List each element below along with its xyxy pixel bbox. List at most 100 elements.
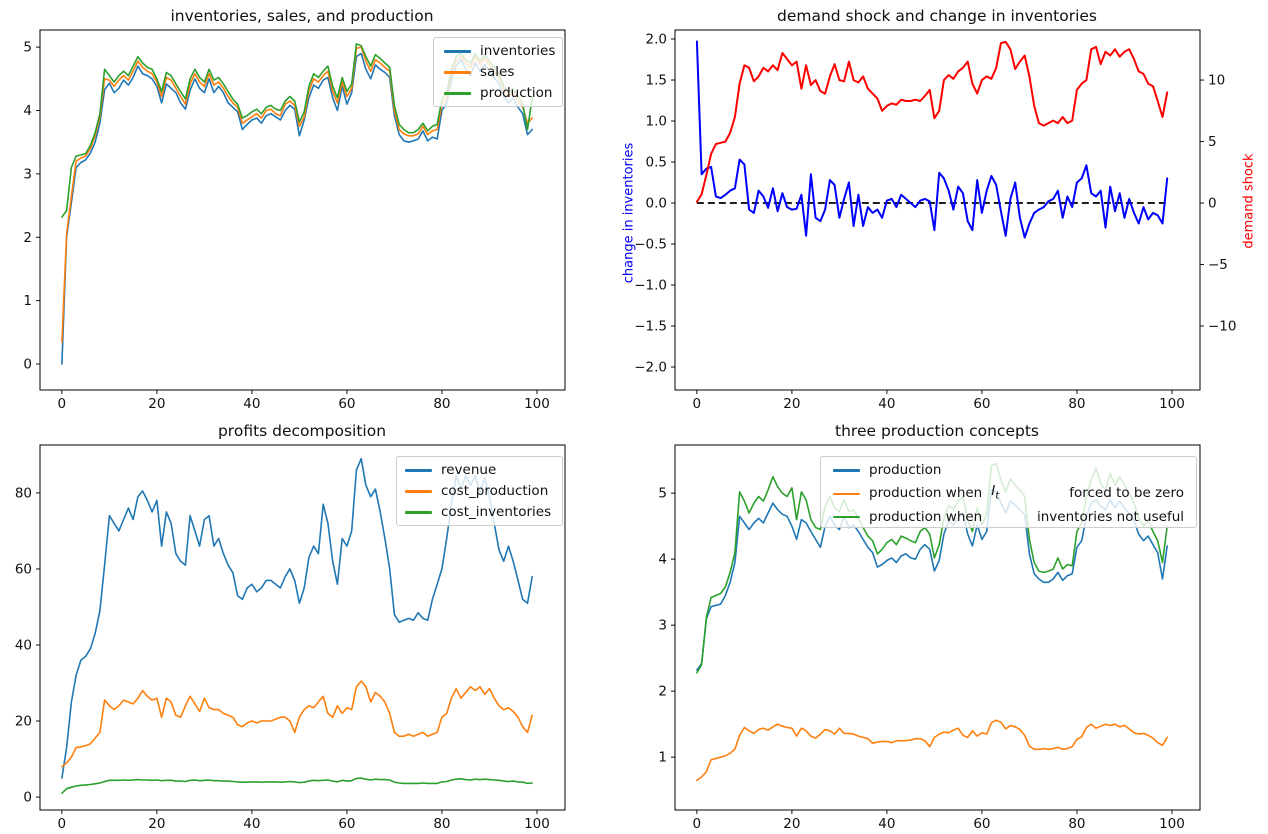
y-tick-label: 5 — [658, 486, 667, 502]
legend-line-swatch — [444, 71, 471, 74]
x-tick-label: 40 — [243, 816, 260, 832]
legend-item: inventories — [444, 41, 556, 62]
y-tick-label-right: 10 — [1208, 73, 1225, 89]
x-tick-label: 40 — [878, 816, 895, 832]
legend-line-swatch — [833, 469, 860, 472]
x-tick-label: 20 — [783, 396, 800, 412]
legend-line-swatch — [405, 490, 432, 493]
axes-frame — [39, 444, 566, 811]
y-tick-label: 4 — [23, 103, 32, 119]
x-tick-label: 60 — [338, 816, 355, 832]
series-line-change-in-inventories — [695, 40, 1169, 239]
y-tick-label: 0 — [23, 357, 32, 373]
axes-frame — [674, 29, 1201, 391]
x-tick-label: 80 — [1068, 816, 1085, 832]
legend-label: inventories — [480, 43, 556, 59]
legend-line-swatch — [405, 469, 432, 472]
y-axis-label-demand-shock: demand shock — [1241, 153, 1257, 249]
legend-item: production — [833, 460, 1184, 481]
y-tick-label-right: −10 — [1208, 319, 1237, 335]
legend-bottom-right: production production when It forced to … — [820, 456, 1197, 528]
y-tick-label: 2 — [658, 684, 667, 700]
legend-item: sales — [444, 62, 552, 83]
x-tick-label: 60 — [973, 396, 990, 412]
y-tick-label-right: 5 — [1208, 134, 1217, 150]
x-tick-label: 60 — [973, 816, 990, 832]
x-tick-label: 80 — [433, 816, 450, 832]
legend-label: production — [480, 85, 553, 101]
x-tick-label: 0 — [693, 816, 702, 832]
chart-area-1: 0 20 40 60 80 100−2.0−1.5−1.0−0.50.00.51.01.5… — [634, 29, 1237, 412]
math-symbol-It: It — [991, 483, 1000, 502]
y-tick-label-right: −5 — [1208, 257, 1228, 273]
chart-title-inventories-sales-production: inventories, sales, and production — [170, 7, 434, 25]
legend-line-swatch — [444, 92, 471, 95]
legend-label: production when — [869, 485, 983, 502]
legend-item: revenue — [405, 460, 554, 481]
x-tick-label: 40 — [243, 396, 260, 412]
x-tick-label: 0 — [58, 396, 67, 412]
y-tick-label: 2 — [23, 230, 32, 246]
legend-line-swatch — [833, 515, 860, 519]
y-tick-label: 0 — [23, 790, 32, 806]
chart-title-profits-decomposition: profits decomposition — [217, 422, 387, 440]
x-tick-label: 20 — [148, 816, 165, 832]
y-tick-label: 2.0 — [646, 32, 667, 48]
legend-label-right: inventories not useful — [1037, 508, 1184, 525]
legend-label: production when — [869, 508, 983, 525]
x-tick-label: 0 — [58, 816, 67, 832]
x-tick-label: 20 — [783, 816, 800, 832]
y-tick-label: 4 — [658, 552, 667, 568]
y-tick-label-right: 0 — [1208, 196, 1217, 212]
y-axis-label-change-in-inventories: change in inventories — [621, 142, 637, 284]
x-tick-label: 20 — [148, 396, 165, 412]
y-tick-label: 0.0 — [646, 196, 667, 212]
legend-label-right: forced to be zero — [1069, 485, 1184, 502]
y-tick-label: 5 — [23, 40, 32, 56]
y-tick-label: 0.5 — [646, 155, 667, 171]
y-tick-label: 1.5 — [646, 73, 667, 89]
y-tick-label: −1.0 — [634, 278, 667, 294]
legend-label: revenue — [441, 462, 497, 478]
axes-frame — [39, 29, 566, 391]
legend-line-swatch — [833, 492, 860, 496]
series-line-cost-production — [61, 680, 534, 768]
y-tick-label: 20 — [15, 714, 32, 730]
legend-item: cost_inventories — [405, 502, 554, 523]
y-tick-label: 60 — [15, 561, 32, 577]
x-tick-label: 80 — [1068, 396, 1085, 412]
legend-label: cost_production — [441, 483, 549, 499]
y-tick-label: 3 — [658, 618, 667, 634]
y-tick-label: 3 — [23, 166, 32, 182]
legend-label: cost_inventories — [441, 504, 552, 520]
x-tick-label: 0 — [693, 396, 702, 412]
x-tick-label: 80 — [433, 396, 450, 412]
x-tick-label: 100 — [1159, 816, 1185, 832]
y-tick-label: 1.0 — [646, 114, 667, 130]
y-tick-label: 1 — [658, 750, 667, 766]
series-line-cost-inventories — [61, 777, 534, 795]
legend-bottom-left: revenue cost_production cost_inventories — [396, 456, 563, 526]
legend-label: production — [869, 462, 942, 478]
legend-item: production when inventories not useful — [833, 507, 1184, 528]
x-tick-label: 100 — [1159, 396, 1185, 412]
legend-top-left: inventories sales production — [433, 37, 563, 107]
x-tick-label: 40 — [878, 396, 895, 412]
series-line-demand-shock — [695, 40, 1169, 203]
y-tick-label: 1 — [23, 293, 32, 309]
y-tick-label: −2.0 — [634, 360, 667, 376]
y-tick-label: 80 — [15, 485, 32, 501]
legend-label: sales — [480, 64, 515, 80]
y-tick-label: −1.5 — [634, 319, 667, 335]
x-tick-label: 100 — [524, 816, 550, 832]
y-tick-label: −0.5 — [634, 237, 667, 253]
chart-title-demand-shock: demand shock and change in inventories — [777, 7, 1097, 25]
y-tick-label: 40 — [15, 637, 32, 653]
chart-title-three-production-concepts: three production concepts — [835, 422, 1039, 440]
axes-frame — [674, 444, 1201, 811]
x-tick-label: 100 — [524, 396, 550, 412]
x-tick-label: 60 — [338, 396, 355, 412]
legend-line-swatch — [405, 511, 432, 514]
